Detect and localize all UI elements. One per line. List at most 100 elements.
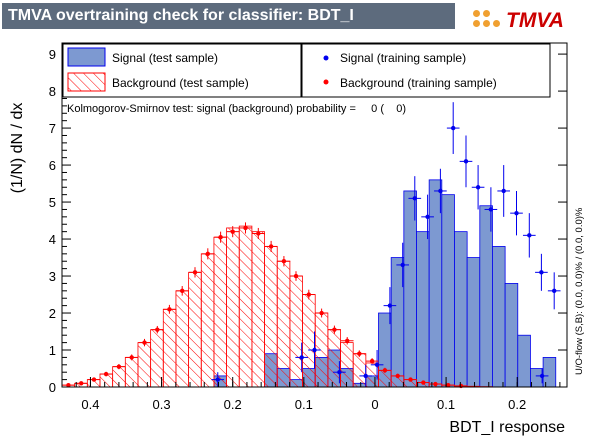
plot-title: TMVA overtraining check for classifier: … xyxy=(2,3,455,29)
background-training-point xyxy=(142,340,147,345)
logo-text: TMVA xyxy=(506,9,564,32)
y-tick-label: 4 xyxy=(49,232,56,247)
background-training-point xyxy=(332,327,337,332)
signal-training-point xyxy=(514,210,519,216)
background-training-point xyxy=(116,364,122,369)
plot-frame xyxy=(61,42,568,388)
signal-training-point xyxy=(438,188,443,194)
background-test-bar xyxy=(302,294,316,388)
background-test-bar xyxy=(226,227,240,388)
background-test-histogram xyxy=(61,225,493,388)
signal-training-point xyxy=(312,347,317,353)
signal-test-bar xyxy=(466,257,481,388)
background-training-point xyxy=(155,327,160,332)
background-test-bar xyxy=(213,236,227,388)
signal-training-point xyxy=(501,188,506,194)
background-training-point xyxy=(243,225,248,231)
background-test-bar xyxy=(188,271,202,388)
background-training-point xyxy=(433,381,438,387)
y-tick-label: 3 xyxy=(49,269,56,284)
signal-training-point xyxy=(215,377,220,382)
signal-training-point xyxy=(412,196,417,201)
background-training-point xyxy=(281,259,287,264)
signal-test-bar xyxy=(390,257,405,388)
legend-background-test-label: Background (test sample) xyxy=(112,76,249,90)
tmva-logo: TMVA xyxy=(470,6,588,34)
signal-training-point xyxy=(463,159,469,164)
background-test-bar xyxy=(289,275,303,388)
y-axis-label: (1/N) dN / dx xyxy=(9,103,26,194)
background-training-point xyxy=(369,358,375,364)
background-test-bar xyxy=(124,357,139,388)
legend-signal-test-swatch xyxy=(67,47,106,67)
y-tick-label: 9 xyxy=(49,47,56,62)
signal-training-point xyxy=(539,270,544,275)
background-training-point xyxy=(91,377,97,382)
background-training-point xyxy=(218,234,223,240)
background-test-bar xyxy=(137,342,152,388)
y-tick-label: 5 xyxy=(49,195,56,210)
background-test-bar xyxy=(352,353,367,388)
signal-test-bar xyxy=(504,283,519,388)
x-tick-label: 0 xyxy=(371,397,378,412)
background-training-point xyxy=(230,229,235,234)
legend-signal-training-label: Signal (training sample) xyxy=(340,51,466,65)
signal-training-point xyxy=(450,125,456,131)
signal-test-bar xyxy=(441,194,455,388)
background-training-point xyxy=(306,292,312,297)
background-test-bar xyxy=(327,329,341,388)
background-training-point xyxy=(345,338,350,343)
signal-training-point xyxy=(425,214,430,220)
signal-training-point xyxy=(488,207,494,212)
background-training-point xyxy=(167,307,172,312)
background-training-point xyxy=(319,310,324,316)
signal-training-point xyxy=(374,362,380,368)
background-test-bar xyxy=(340,342,354,388)
signal-training-point xyxy=(527,233,532,238)
background-test-bar xyxy=(251,231,265,388)
signal-test-bar xyxy=(517,334,531,388)
background-training-point xyxy=(205,251,211,257)
background-training-point xyxy=(446,382,451,388)
signal-training-point xyxy=(337,370,342,375)
background-training-point xyxy=(293,273,299,279)
legend-right xyxy=(301,43,551,98)
x-tick-label: 0.1 xyxy=(437,397,455,412)
signal-training-points xyxy=(211,102,561,387)
background-training-point xyxy=(103,371,109,377)
ks-test-text: Kolmogorov-Smirnov test: signal (backgro… xyxy=(67,103,406,115)
background-training-point xyxy=(421,380,426,385)
background-test-bar xyxy=(264,246,278,388)
signal-test-bar xyxy=(492,246,506,388)
signal-test-bar xyxy=(454,231,468,388)
background-training-point xyxy=(192,270,198,275)
background-test-bar xyxy=(162,308,177,388)
y-tick-label: 0 xyxy=(49,380,56,395)
background-training-point xyxy=(395,373,400,379)
background-test-bar xyxy=(175,290,190,388)
background-training-point xyxy=(357,351,362,356)
overflow-text: U/O-flow (S,B): (0.0, 0.0)% / (0.0, 0.0)… xyxy=(574,207,585,375)
signal-training-point xyxy=(551,288,557,294)
signal-training-point xyxy=(539,373,545,379)
legend-background-training-label: Background (training sample) xyxy=(340,76,497,90)
background-training-point xyxy=(256,231,261,236)
legend-signal-test-label: Signal (test sample) xyxy=(112,51,218,65)
signal-training-point xyxy=(387,303,393,308)
signal-test-bar xyxy=(542,357,557,388)
signal-test-bar xyxy=(416,231,430,388)
y-tick-label: 2 xyxy=(49,306,56,321)
legend-background-training-marker xyxy=(323,79,329,85)
signal-training-point xyxy=(299,355,304,360)
signal-training-point xyxy=(400,262,405,268)
background-training-point xyxy=(66,382,71,388)
signal-training-point xyxy=(363,373,368,379)
background-test-bar xyxy=(200,253,215,388)
x-tick-label: 0.2 xyxy=(508,397,526,412)
legend-signal-training-marker xyxy=(323,55,329,61)
y-tick-label: 8 xyxy=(49,84,56,99)
x-tick-label: 0.1 xyxy=(295,397,313,412)
y-tick-label: 7 xyxy=(49,121,56,136)
background-training-point xyxy=(129,355,134,360)
